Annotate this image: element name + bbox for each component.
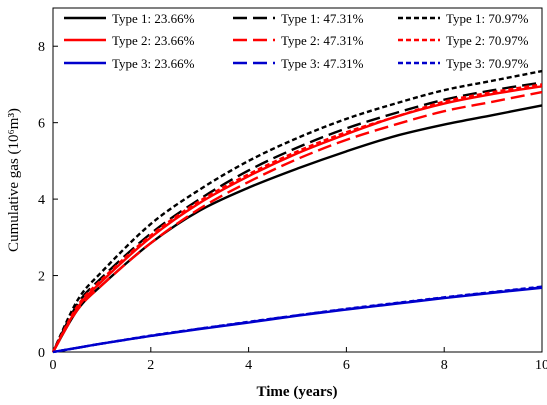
series-line-6 xyxy=(51,83,543,353)
y-axis-label: Cumulative gas (10⁶m³) xyxy=(6,108,22,252)
legend-label: Type 3: 47.31% xyxy=(281,56,364,71)
legend-label: Type 1: 23.66% xyxy=(112,11,195,26)
legend-label: Type 3: 23.66% xyxy=(112,56,195,71)
series-line-4 xyxy=(51,85,543,353)
series-line-7 xyxy=(52,286,543,354)
series-line-2 xyxy=(51,81,543,353)
series-line-5 xyxy=(51,90,543,353)
y-tick-label: 8 xyxy=(38,40,45,55)
legend-label: Type 2: 70.97% xyxy=(446,33,529,48)
legend-label: Type 2: 47.31% xyxy=(281,33,364,48)
plot-area-frame xyxy=(52,7,543,353)
x-tick-label: 10 xyxy=(535,358,547,373)
x-tick-label: 6 xyxy=(343,358,350,373)
legend-label: Type 1: 47.31% xyxy=(281,11,364,26)
y-tick-label: 0 xyxy=(38,346,45,361)
series-line-8 xyxy=(52,286,543,354)
x-tick-label: 2 xyxy=(147,358,154,373)
x-tick-label: 0 xyxy=(50,358,57,373)
x-tick-label: 8 xyxy=(441,358,448,373)
x-tick-label: 4 xyxy=(245,358,252,373)
legend-label: Type 2: 23.66% xyxy=(112,33,195,48)
y-tick-label: 2 xyxy=(38,270,45,285)
series-line-3 xyxy=(51,69,543,353)
legend-label: Type 3: 70.97% xyxy=(446,56,529,71)
x-axis-label: Time (years) xyxy=(257,384,338,400)
y-tick-label: 6 xyxy=(38,117,45,132)
y-tick-label: 4 xyxy=(38,193,45,208)
legend-label: Type 1: 70.97% xyxy=(446,11,529,26)
